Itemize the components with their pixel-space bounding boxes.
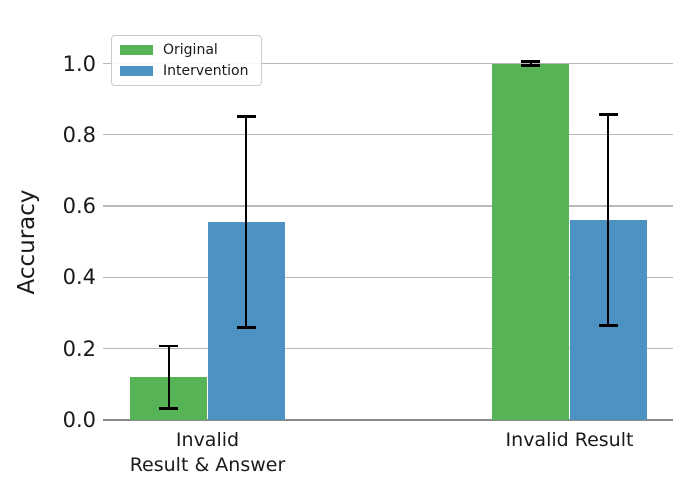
gridline [103, 62, 673, 65]
gridline [103, 276, 673, 279]
error-bar-cap [521, 63, 541, 67]
legend-swatch-icon [120, 45, 153, 55]
error-bar-cap [236, 114, 256, 118]
gridline [103, 348, 673, 350]
error-bar-cap [159, 407, 179, 410]
y-tick-label: 0.2 [62, 336, 96, 361]
legend-swatch-icon [120, 66, 153, 76]
error-bar-cap [236, 326, 256, 329]
x-tick-label: Invalid Result & Answer [129, 429, 286, 476]
legend-label: Original [163, 42, 218, 58]
y-tick-label: 0.8 [62, 122, 96, 147]
bar-original-1 [492, 63, 570, 420]
y-tick-label: 0.0 [62, 408, 96, 432]
y-tick-label: 1.0 [62, 51, 96, 76]
error-bar-cap [598, 113, 618, 116]
error-bar-cap [598, 324, 618, 327]
error-bar-stem [167, 346, 170, 409]
legend-item-original: Original [120, 42, 248, 58]
y-tick-label: 0.6 [62, 194, 96, 219]
error-bar-stem [607, 114, 610, 326]
x-axis-baseline [103, 419, 673, 421]
y-tick-label: 0.4 [62, 265, 96, 290]
legend: Original Intervention [111, 35, 263, 86]
error-bar-cap [159, 344, 179, 348]
gridline [103, 134, 673, 136]
legend-label: Intervention [163, 63, 249, 79]
x-tick-label: Invalid Result [505, 429, 634, 451]
legend-item-intervention: Intervention [120, 63, 248, 79]
error-bar-stem [529, 61, 532, 66]
error-bar-stem [245, 116, 248, 328]
gridline [103, 205, 673, 207]
error-bar-cap [521, 60, 541, 63]
